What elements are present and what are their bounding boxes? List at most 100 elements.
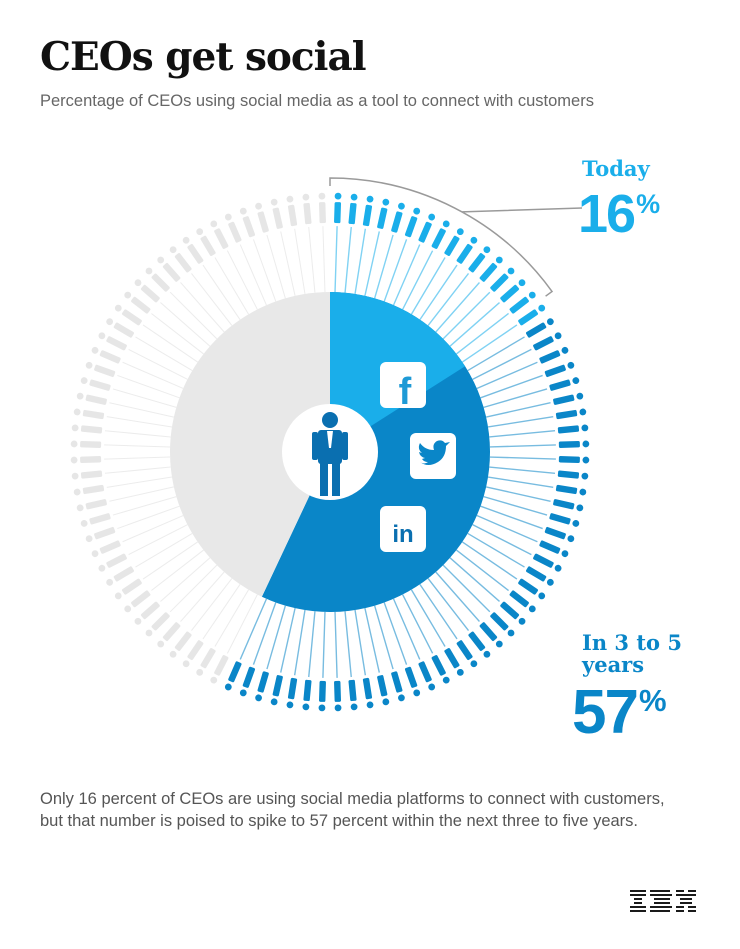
ray-line bbox=[293, 609, 306, 676]
ray-line bbox=[364, 607, 380, 673]
person-figure bbox=[526, 566, 554, 586]
ray-line bbox=[112, 496, 177, 516]
ray-line bbox=[383, 239, 408, 302]
ray-line bbox=[104, 444, 171, 448]
ray-line bbox=[322, 611, 326, 678]
ray-line bbox=[266, 234, 286, 299]
ray-line bbox=[160, 557, 211, 602]
person-figure bbox=[302, 193, 312, 225]
ray-line bbox=[169, 291, 218, 340]
ray-line bbox=[135, 533, 193, 568]
person-figure bbox=[533, 553, 562, 572]
ray-line bbox=[476, 361, 538, 390]
person-figure bbox=[210, 655, 229, 684]
person-figure bbox=[270, 675, 283, 706]
ray-line bbox=[461, 541, 518, 580]
person-figure bbox=[557, 470, 589, 480]
person-figure bbox=[348, 679, 358, 711]
person-figure bbox=[124, 291, 151, 314]
page-title: CEOs get social bbox=[40, 34, 367, 80]
person-figure bbox=[468, 631, 491, 658]
ray-line bbox=[410, 257, 446, 315]
ray-line bbox=[104, 466, 171, 474]
person-figure bbox=[210, 220, 229, 249]
person-figure bbox=[124, 590, 151, 613]
person-figure bbox=[145, 267, 170, 292]
person-figure bbox=[456, 640, 478, 668]
person-figure bbox=[377, 675, 390, 706]
person-figure bbox=[157, 256, 181, 282]
ray-line bbox=[226, 250, 258, 310]
person-figure bbox=[518, 578, 546, 600]
ray-line bbox=[480, 374, 543, 399]
person-figure bbox=[255, 202, 269, 233]
person-figure bbox=[106, 566, 134, 586]
person-figure bbox=[479, 256, 503, 282]
ray-line bbox=[214, 589, 249, 647]
person-figure bbox=[418, 213, 436, 243]
ray-line bbox=[354, 609, 367, 676]
person-figure bbox=[404, 666, 421, 697]
person-figure bbox=[224, 213, 242, 243]
person-figure bbox=[85, 526, 116, 543]
ray-line bbox=[472, 524, 532, 556]
ray-line bbox=[142, 541, 198, 580]
ray-line bbox=[483, 388, 548, 409]
person-figure bbox=[71, 424, 103, 434]
ray-line bbox=[252, 602, 277, 665]
ray-line bbox=[402, 594, 434, 654]
person-figure bbox=[70, 456, 102, 464]
person-figure bbox=[377, 198, 390, 229]
ray-line bbox=[202, 264, 241, 320]
person-figure bbox=[334, 680, 342, 712]
person-figure bbox=[348, 193, 358, 225]
ray-line bbox=[435, 571, 480, 622]
ray-line bbox=[308, 226, 316, 293]
ray-line bbox=[485, 486, 551, 502]
person-figure bbox=[362, 677, 374, 709]
person-figure bbox=[509, 291, 536, 314]
ray-line bbox=[489, 430, 556, 438]
person-figure bbox=[391, 671, 405, 702]
ray-line bbox=[419, 583, 458, 640]
ray-line bbox=[191, 578, 233, 631]
ceo-person-icon bbox=[282, 404, 378, 500]
person-figure bbox=[539, 540, 569, 558]
future-value: 57% bbox=[572, 678, 667, 747]
person-figure bbox=[431, 655, 450, 684]
person-figure bbox=[80, 513, 111, 527]
person-figure bbox=[490, 267, 515, 292]
person-figure bbox=[490, 612, 515, 637]
person-figure bbox=[134, 279, 160, 303]
person-figure bbox=[500, 601, 526, 625]
ray-line bbox=[122, 361, 184, 389]
person-figure bbox=[71, 470, 103, 480]
person-figure bbox=[509, 590, 536, 613]
person-figure bbox=[318, 680, 326, 712]
ray-line bbox=[334, 611, 338, 678]
ray-line bbox=[472, 348, 532, 380]
ray-line bbox=[419, 264, 458, 321]
ray-line bbox=[151, 313, 204, 355]
ray-line bbox=[308, 611, 316, 678]
person-figure bbox=[239, 666, 256, 697]
person-figure bbox=[70, 440, 102, 448]
description-text: Only 16 percent of CEOs are using social… bbox=[40, 790, 665, 830]
today-bracket bbox=[329, 177, 583, 297]
person-figure bbox=[558, 456, 590, 464]
ray-line bbox=[191, 273, 233, 326]
person-figure bbox=[169, 631, 192, 658]
ray-line bbox=[383, 602, 408, 665]
ray-line bbox=[180, 571, 225, 622]
person-figure bbox=[76, 392, 107, 405]
linkedin-icon: in bbox=[380, 506, 426, 552]
ray-line bbox=[354, 228, 367, 295]
ray-line bbox=[239, 244, 267, 306]
ray-line bbox=[117, 505, 180, 530]
ray-line bbox=[489, 456, 556, 460]
person-figure bbox=[549, 377, 580, 391]
person-figure bbox=[544, 526, 575, 543]
person-figure bbox=[444, 648, 464, 676]
ray-line bbox=[151, 549, 204, 591]
future-label: In 3 to 5 years bbox=[582, 630, 682, 678]
